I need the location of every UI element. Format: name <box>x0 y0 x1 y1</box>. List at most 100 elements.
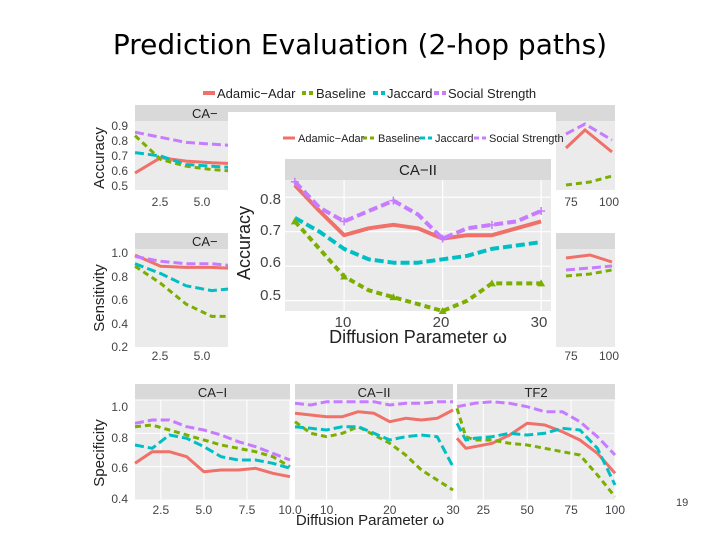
accuracy-baseline-line <box>133 134 263 175</box>
inset-legend-label-social: Social Strength <box>489 133 564 145</box>
accuracy-xtick: 5.0 <box>194 195 211 209</box>
accuracy-right-baseline-line <box>565 174 613 187</box>
specificity-ytick: 0.6 <box>111 461 128 475</box>
accuracy-yticks: 0.9 0.8 0.7 0.6 0.5 <box>111 119 128 193</box>
specificity-xtick: 5.0 <box>196 503 213 517</box>
inset-xtick: 30 <box>531 314 548 331</box>
accuracy-right-fragment <box>564 122 613 187</box>
inset-legend-label-adamic: Adamic−Adar <box>298 133 365 145</box>
specificity-1-baseline-line <box>134 423 291 468</box>
inset-ytick: 0.5 <box>260 287 281 304</box>
accuracy-xtick: 75 <box>564 195 578 209</box>
inset-baseline-marker <box>290 217 299 225</box>
accuracy-xtick: 2.5 <box>152 195 169 209</box>
sensitivity-xtick: 75 <box>564 349 578 363</box>
inset-social-marker <box>389 196 398 205</box>
specificity-strip-label: CA−II <box>358 385 391 400</box>
sensitivity-right-fragment <box>565 253 613 278</box>
sensitivity-ytick: 1.0 <box>111 246 128 260</box>
accuracy-ytick: 0.9 <box>111 119 128 133</box>
inset-strip <box>285 159 551 180</box>
specificity-ylabel: Specificity <box>91 419 108 487</box>
accuracy-ytick: 0.6 <box>111 164 128 178</box>
legend-label-baseline: Baseline <box>316 86 366 101</box>
specificity-strip <box>457 384 615 400</box>
specificity-3-jaccard-line <box>455 422 617 486</box>
sensitivity-ytick: 0.4 <box>111 317 128 331</box>
specificity-xtick: 30 <box>446 503 460 517</box>
specificity-2-baseline-line <box>294 420 454 492</box>
inset-series <box>290 177 546 314</box>
specificity-3-adamic-line <box>455 421 617 475</box>
inset-ytick: 0.6 <box>260 254 281 271</box>
inset-legend: Adamic−Adar Baseline Jaccard Social Stre… <box>283 133 564 145</box>
inset-ytick: 0.8 <box>260 191 281 208</box>
sensitivity-xtick: 100 <box>599 349 619 363</box>
sensitivity-ytick: 0.8 <box>111 270 128 284</box>
inset-baseline-marker <box>340 272 349 280</box>
sensitivity-xtick: 2.5 <box>152 349 169 363</box>
specificity-strip <box>295 384 453 400</box>
inset-legend-label-jaccard: Jaccard <box>435 133 474 145</box>
specificity-xtick: 7.5 <box>239 503 256 517</box>
sensitivity-yticks: 1.0 0.8 0.6 0.4 0.2 <box>111 246 128 354</box>
specificity-strip-label: CA−I <box>198 385 227 400</box>
sensitivity-ytick: 0.2 <box>111 340 128 354</box>
specificity-1-jaccard-line <box>134 433 291 470</box>
inset-xtick: 10 <box>335 314 352 331</box>
slide-title: Prediction Evaluation (2-hop paths) <box>112 28 608 61</box>
sensitivity-ylabel: Sensitivity <box>91 264 108 332</box>
sensitivity-right-baseline-line <box>565 268 613 278</box>
inset-xticks: 10 20 30 <box>335 314 548 331</box>
inset-xtick: 20 <box>433 314 450 331</box>
inset-baseline-marker <box>537 279 546 287</box>
specificity-ytick: 0.4 <box>111 492 128 506</box>
specificity-3-baseline-line <box>455 407 617 498</box>
inset-social-marker <box>340 217 349 226</box>
specificity-2-social-line <box>294 400 453 407</box>
sensitivity-right-adamic-line <box>565 253 613 264</box>
legend-label-social: Social Strength <box>448 86 536 101</box>
inset-xlabel: Diffusion Parameter ω <box>329 327 507 347</box>
accuracy-strip-label: CA− <box>192 106 218 121</box>
inset-baseline-line <box>293 220 542 313</box>
specificity-xtick: 75 <box>564 503 578 517</box>
specificity-xtick: 100 <box>605 503 625 517</box>
sensitivity-ytick: 0.6 <box>111 293 128 307</box>
specificity-panel-1: CA−I 2.5 5.0 7.5 10.0 <box>134 384 302 517</box>
inset-legend-label-baseline: Baseline <box>378 133 420 145</box>
inset-baseline-marker <box>487 279 496 287</box>
accuracy-ytick: 0.7 <box>111 149 128 163</box>
specificity-strip-label: TF2 <box>524 385 547 400</box>
accuracy-xtick: 100 <box>599 195 619 209</box>
specificity-panels: CA−I 2.5 5.0 7.5 10.0 CA−II 10 20 30 TF2 25 50 75 100 <box>134 384 625 517</box>
specificity-panel-2: CA−II 10 20 30 <box>294 384 460 517</box>
inset-ylabel: Accuracy <box>234 206 254 280</box>
specificity-yticks: 1.0 0.8 0.6 0.4 <box>111 400 128 506</box>
specificity-3-social-line <box>456 400 617 457</box>
inset-social-marker <box>487 220 496 229</box>
inset-adamic-line <box>293 183 542 241</box>
specificity-xtick: 25 <box>477 503 491 517</box>
specificity-xlabel: Diffusion Parameter ω <box>296 512 444 529</box>
accuracy-ylabel: Accuracy <box>91 127 108 189</box>
sensitivity-xtick: 5.0 <box>194 349 211 363</box>
inset-baseline-marker <box>438 307 447 314</box>
legend-label-jaccard: Jaccard <box>387 86 433 101</box>
legend-label-adamic: Adamic−Adar <box>217 86 296 101</box>
slide-number: 19 <box>676 497 689 509</box>
specificity-xtick: 2.5 <box>152 503 169 517</box>
inset-strip-label: CA−II <box>399 162 437 179</box>
specificity-xtick: 10.0 <box>278 503 302 517</box>
legend: Adamic−Adar Baseline Jaccard Social Stre… <box>203 86 536 101</box>
inset-baseline-marker <box>389 293 398 301</box>
inset-social-line <box>293 180 542 241</box>
specificity-ytick: 1.0 <box>111 400 128 414</box>
inset-social-marker <box>537 207 546 216</box>
inset-ytick: 0.7 <box>260 222 281 239</box>
sensitivity-strip-label: CA− <box>192 234 218 249</box>
inset-yticks: 0.8 0.7 0.6 0.5 <box>260 191 281 304</box>
inset-social-marker <box>438 234 447 243</box>
specificity-strip <box>135 384 290 400</box>
specificity-xtick: 50 <box>521 503 535 517</box>
